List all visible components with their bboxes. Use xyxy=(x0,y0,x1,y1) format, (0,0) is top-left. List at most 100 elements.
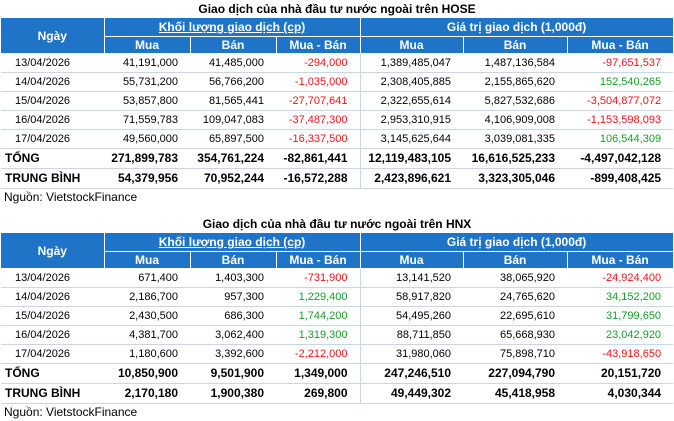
cell-vol-buy: 53,857,800 xyxy=(104,91,190,111)
average-vol-net: -16,572,288 xyxy=(276,168,361,189)
cell-vol-sell: 3,392,600 xyxy=(190,344,276,364)
table-row: 13/04/2026 671,400 1,403,300 -731,900 13,141… xyxy=(1,268,674,288)
header-vol-sell: Bán xyxy=(190,251,277,269)
cell-vol-buy: 4,381,700 xyxy=(104,325,190,345)
total-label: TỔNG xyxy=(1,148,104,169)
cell-vol-sell: 957,300 xyxy=(190,287,276,307)
cell-vol-buy: 671,400 xyxy=(104,268,190,288)
total-val-sell: 16,616,525,233 xyxy=(463,148,568,169)
cell-val-sell: 1,487,136,584 xyxy=(463,53,568,73)
hose-source: Nguồn: VietstockFinance xyxy=(4,190,138,204)
cell-vol-net: -2,212,000 xyxy=(276,344,361,364)
total-vol-buy: 271,899,783 xyxy=(104,148,190,169)
cell-vol-net: 1,229,400 xyxy=(276,287,361,307)
cell-val-buy: 2,308,405,885 xyxy=(360,72,464,92)
total-val-buy: 247,246,510 xyxy=(360,363,464,384)
total-vol-net: -82,861,441 xyxy=(276,148,361,169)
average-label: TRUNG BÌNH xyxy=(1,168,104,189)
header-vol-buy: Mua xyxy=(104,251,191,269)
cell-val-sell: 3,039,081,335 xyxy=(463,129,568,149)
header-vol-buy: Mua xyxy=(104,36,191,54)
hnx-table-body: 13/04/2026 671,400 1,403,300 -731,900 13,141… xyxy=(1,268,674,404)
average-label: TRUNG BÌNH xyxy=(1,383,104,404)
cell-val-net: -43,918,650 xyxy=(567,344,674,364)
hnx-table-title: Giao dịch của nhà đầu tư nước ngoài trên… xyxy=(202,217,472,231)
header-val-sell: Bán xyxy=(463,36,568,54)
hose-table-block: Giao dịch của nhà đầu tư nước ngoài trên… xyxy=(0,0,674,206)
total-val-sell: 227,094,790 xyxy=(463,363,568,384)
total-row: TỔNG 271,899,783 354,761,224 -82,861,441 12,… xyxy=(1,148,674,169)
row-date: 17/04/2026 xyxy=(1,344,104,364)
cell-vol-buy: 2,430,500 xyxy=(104,306,190,326)
cell-vol-buy: 55,731,200 xyxy=(104,72,190,92)
header-row-sub: Mua Bán Mua - Bán Mua Bán Mua - Bán xyxy=(1,36,674,54)
row-date: 16/04/2026 xyxy=(1,325,104,345)
cell-val-net: 31,799,650 xyxy=(567,306,674,326)
cell-val-net: -3,504,877,072 xyxy=(567,91,674,111)
cell-val-buy: 1,389,485,047 xyxy=(360,53,464,73)
header-val-net: Mua - Bán xyxy=(567,36,674,54)
cell-vol-buy: 71,559,783 xyxy=(104,110,190,130)
total-vol-sell: 9,501,900 xyxy=(190,363,276,384)
cell-val-net: 34,152,200 xyxy=(567,287,674,307)
header-val-buy: Mua xyxy=(360,36,464,54)
cell-val-sell: 2,155,865,620 xyxy=(463,72,568,92)
header-volume-group: Khối lượng giao dịch (cp) xyxy=(104,18,361,37)
row-date: 14/04/2026 xyxy=(1,72,104,92)
total-row: TỔNG 10,850,900 9,501,900 1,349,000 247,246,… xyxy=(1,363,674,384)
cell-vol-sell: 41,485,000 xyxy=(190,53,276,73)
average-val-buy: 49,449,302 xyxy=(360,383,464,404)
average-row: TRUNG BÌNH 54,379,956 70,952,244 -16,572,28… xyxy=(1,168,674,189)
header-value-group: Giá trị giao dịch (1,000đ) xyxy=(360,18,674,37)
header-day: Ngày xyxy=(1,18,105,54)
average-val-net: 4,030,344 xyxy=(567,383,674,404)
cell-vol-sell: 3,062,400 xyxy=(190,325,276,345)
cell-val-buy: 2,322,655,614 xyxy=(360,91,464,111)
table-row: 15/04/2026 2,430,500 686,300 1,744,200 54,49… xyxy=(1,306,674,326)
average-val-sell: 45,418,958 xyxy=(463,383,568,404)
total-vol-sell: 354,761,224 xyxy=(190,148,276,169)
cell-val-buy: 2,953,310,915 xyxy=(360,110,464,130)
table-row: 16/04/2026 71,559,783 109,047,083 -37,487,3… xyxy=(1,110,674,130)
cell-vol-buy: 49,560,000 xyxy=(104,129,190,149)
total-vol-buy: 10,850,900 xyxy=(104,363,190,384)
cell-val-buy: 3,145,625,644 xyxy=(360,129,464,149)
cell-val-net: -97,651,537 xyxy=(567,53,674,73)
header-val-net: Mua - Bán xyxy=(567,251,674,269)
cell-vol-sell: 1,403,300 xyxy=(190,268,276,288)
cell-val-sell: 65,668,930 xyxy=(463,325,568,345)
hose-table: Ngày Khối lượng giao dịch (cp) Giá trị g… xyxy=(1,18,674,189)
cell-val-buy: 54,495,260 xyxy=(360,306,464,326)
header-val-buy: Mua xyxy=(360,251,464,269)
total-val-net: 20,151,720 xyxy=(567,363,674,384)
cell-vol-buy: 41,191,000 xyxy=(104,53,190,73)
cell-val-buy: 13,141,520 xyxy=(360,268,464,288)
cell-vol-buy: 1,180,600 xyxy=(104,344,190,364)
average-vol-net: 269,800 xyxy=(276,383,361,404)
header-volume-group: Khối lượng giao dịch (cp) xyxy=(104,233,361,252)
header-vol-net: Mua - Bán xyxy=(276,251,361,269)
average-val-sell: 3,323,305,046 xyxy=(463,168,568,189)
cell-val-net: 106,544,309 xyxy=(567,129,674,149)
total-val-buy: 12,119,483,105 xyxy=(360,148,464,169)
cell-val-net: 152,540,265 xyxy=(567,72,674,92)
total-vol-net: 1,349,000 xyxy=(276,363,361,384)
cell-vol-net: -294,000 xyxy=(276,53,361,73)
cell-val-net: -24,924,400 xyxy=(567,268,674,288)
average-row: TRUNG BÌNH 2,170,180 1,900,380 269,800 49,44… xyxy=(1,383,674,404)
row-date: 16/04/2026 xyxy=(1,110,104,130)
cell-val-buy: 88,711,850 xyxy=(360,325,464,345)
table-row: 17/04/2026 49,560,000 65,897,500 -16,337,50… xyxy=(1,129,674,149)
cell-vol-net: -37,487,300 xyxy=(276,110,361,130)
cell-val-buy: 58,917,820 xyxy=(360,287,464,307)
row-date: 13/04/2026 xyxy=(1,53,104,73)
row-date: 15/04/2026 xyxy=(1,91,104,111)
cell-val-sell: 75,898,710 xyxy=(463,344,568,364)
average-vol-sell: 70,952,244 xyxy=(190,168,276,189)
cell-val-sell: 22,695,610 xyxy=(463,306,568,326)
cell-val-net: -1,153,598,093 xyxy=(567,110,674,130)
cell-val-sell: 24,765,620 xyxy=(463,287,568,307)
row-date: 14/04/2026 xyxy=(1,287,104,307)
average-val-buy: 2,423,896,621 xyxy=(360,168,464,189)
hnx-table-block: Giao dịch của nhà đầu tư nước ngoài trên… xyxy=(0,215,674,421)
